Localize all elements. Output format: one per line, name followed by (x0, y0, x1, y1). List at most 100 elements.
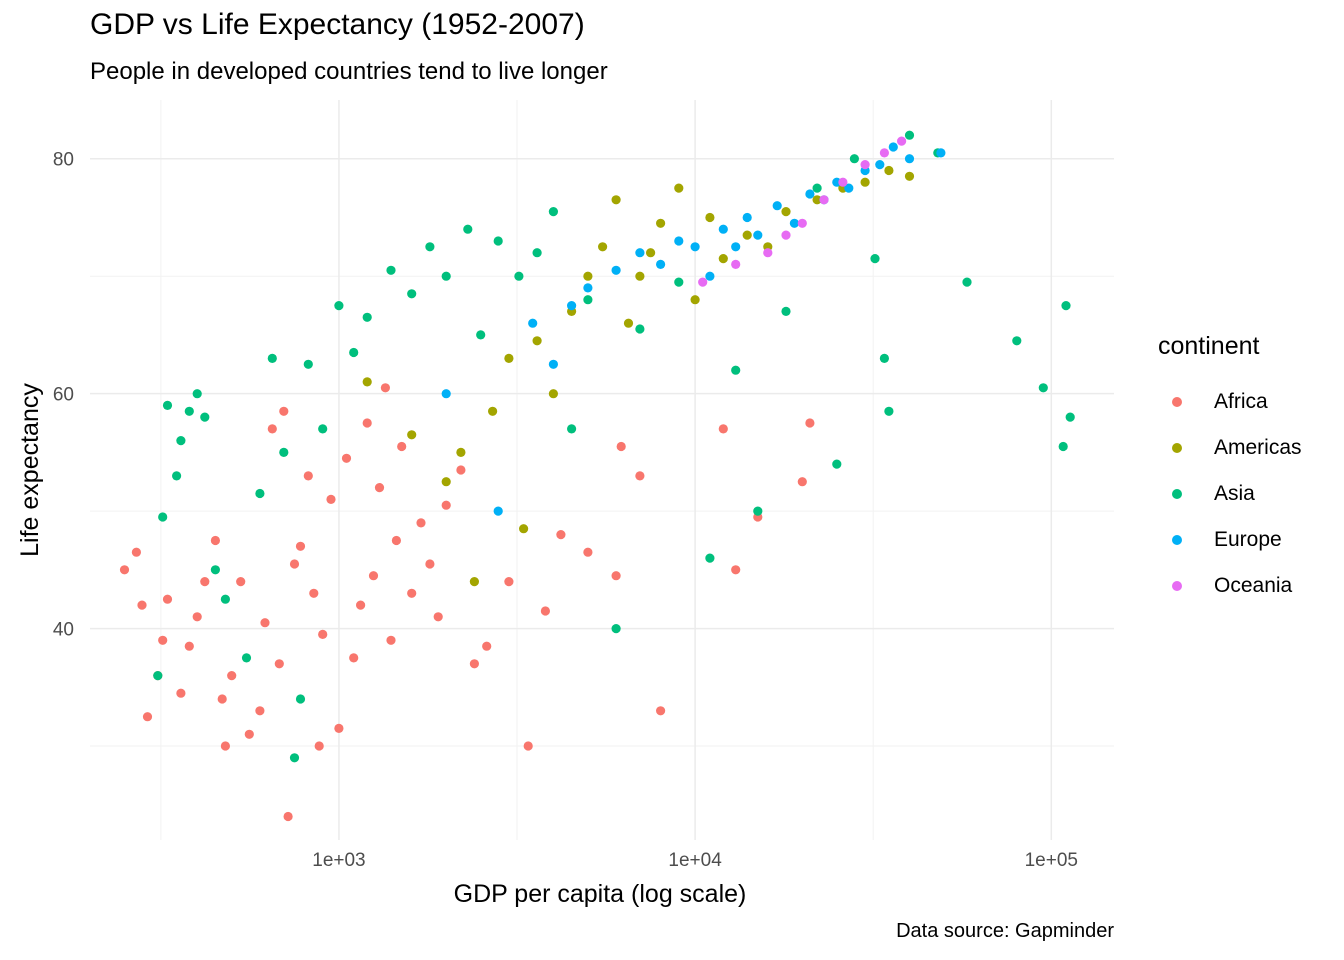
y-tick-label: 40 (53, 620, 74, 641)
point-asia (153, 671, 163, 681)
point-europe (528, 318, 538, 328)
point-europe (583, 283, 593, 293)
y-tick-label: 60 (53, 385, 74, 406)
x-tick-label: 1e+05 (1025, 850, 1078, 871)
point-americas (504, 353, 514, 363)
point-europe (789, 218, 800, 228)
legend-key (1172, 489, 1182, 499)
point-africa (255, 706, 265, 716)
y-axis-title: Life expectancy (16, 383, 44, 557)
point-asia (962, 277, 972, 287)
point-europe (611, 265, 621, 275)
point-africa (805, 418, 815, 428)
point-africa (362, 418, 372, 428)
point-oceania (731, 259, 741, 269)
point-africa (283, 811, 293, 822)
point-oceania (781, 230, 791, 240)
point-africa (131, 547, 141, 557)
point-africa (433, 612, 443, 622)
point-americas (362, 377, 372, 387)
legend-label: Africa (1214, 390, 1268, 413)
point-asia (753, 506, 763, 516)
point-americas (598, 242, 608, 252)
data-points (119, 130, 1075, 822)
point-africa (341, 453, 352, 463)
point-africa (349, 653, 359, 663)
point-asia (349, 347, 359, 358)
legend-key (1172, 443, 1182, 453)
point-europe (936, 148, 946, 158)
point-asia (884, 406, 894, 416)
point-asia (781, 306, 791, 316)
point-africa (425, 559, 435, 569)
x-axis-title: GDP per capita (log scale) (454, 880, 747, 908)
point-africa (210, 535, 220, 546)
point-africa (391, 535, 401, 546)
point-africa (334, 723, 344, 734)
point-americas (519, 524, 529, 534)
point-asia (267, 353, 277, 363)
point-asia (1038, 383, 1048, 393)
point-africa (260, 618, 270, 628)
point-oceania (819, 195, 829, 205)
point-asia (548, 207, 559, 217)
legend-key (1172, 581, 1182, 591)
point-europe (904, 154, 915, 164)
legend-label: Americas (1214, 436, 1302, 459)
point-africa (274, 659, 284, 669)
point-africa (611, 571, 621, 581)
point-oceania (763, 248, 773, 258)
point-asia (210, 565, 220, 575)
legend-key (1172, 535, 1182, 545)
point-europe (567, 301, 577, 311)
point-asia (184, 406, 194, 416)
point-africa (314, 741, 324, 751)
point-asia (879, 353, 890, 363)
point-africa (289, 559, 300, 569)
point-africa (158, 635, 168, 645)
point-africa (656, 706, 666, 716)
point-europe (742, 212, 752, 223)
point-africa (441, 500, 451, 510)
point-asia (158, 512, 168, 522)
point-asia (674, 277, 684, 287)
point-africa (523, 741, 533, 751)
point-asia (172, 471, 182, 481)
legend-item-americas: Americas (1158, 425, 1302, 471)
point-africa (616, 441, 626, 452)
point-americas (705, 212, 715, 223)
point-americas (742, 230, 752, 240)
point-africa (295, 541, 306, 551)
point-africa (162, 594, 173, 604)
point-europe (493, 506, 503, 516)
point-asia (441, 271, 451, 281)
point-africa (540, 606, 551, 616)
point-africa (731, 565, 741, 575)
point-africa (556, 530, 566, 540)
point-asia (220, 594, 230, 604)
point-asia (532, 248, 542, 258)
point-americas (812, 195, 822, 205)
point-asia (463, 224, 473, 234)
caption: Data source: Gapminder (896, 920, 1114, 942)
point-europe (753, 230, 763, 240)
point-asia (295, 694, 306, 704)
point-asia (303, 359, 313, 369)
point-americas (674, 183, 684, 193)
point-africa (469, 659, 479, 669)
point-europe (888, 142, 898, 152)
point-asia (635, 324, 645, 334)
point-africa (635, 471, 645, 481)
point-asia (425, 242, 435, 252)
point-asia (493, 236, 503, 246)
legend-item-europe: Europe (1158, 517, 1302, 563)
point-oceania (797, 218, 807, 228)
point-africa (217, 694, 227, 704)
point-asia (870, 254, 880, 264)
point-africa (416, 518, 426, 528)
point-europe (635, 248, 645, 258)
point-africa (368, 571, 379, 581)
point-americas (860, 177, 870, 187)
point-asia (1012, 336, 1022, 346)
point-asia (255, 488, 265, 499)
